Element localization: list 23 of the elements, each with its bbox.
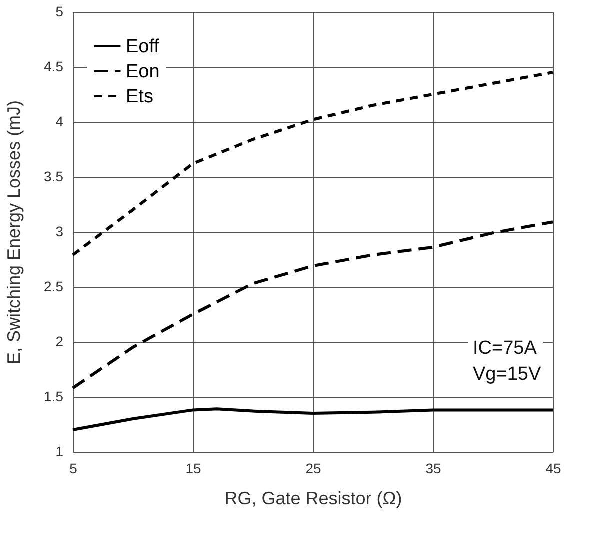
y-tick-label: 1 <box>56 444 64 460</box>
annotation: IC=75A <box>473 338 538 359</box>
y-tick-label: 1.5 <box>44 388 64 404</box>
y-tick-label: 5 <box>56 4 64 20</box>
y-tick-label: 4.5 <box>44 58 64 74</box>
y-tick-label: 3 <box>56 224 64 240</box>
y-axis-title: E, Switching Energy Losses (mJ) <box>4 100 24 365</box>
y-tick-label: 2 <box>56 334 64 350</box>
x-axis-title: RG, Gate Resistor (Ω) <box>224 488 402 508</box>
y-tick-label: 2.5 <box>44 278 64 294</box>
line-series <box>72 220 554 390</box>
legend-label: Eon <box>126 62 160 82</box>
x-tick-label: 25 <box>306 460 322 476</box>
x-tick-label: 5 <box>70 460 78 476</box>
x-tick-label: 35 <box>426 460 442 476</box>
legend-label: Ets <box>126 86 154 108</box>
annotation: Vg=15V <box>473 364 542 385</box>
y-tick-label: 3.5 <box>44 168 64 184</box>
x-tick-label: 45 <box>546 460 562 476</box>
legend-label: Eoff <box>126 36 160 58</box>
y-tick-label: 4 <box>56 114 64 130</box>
x-tick-label: 15 <box>186 460 202 476</box>
line-series <box>72 408 554 432</box>
